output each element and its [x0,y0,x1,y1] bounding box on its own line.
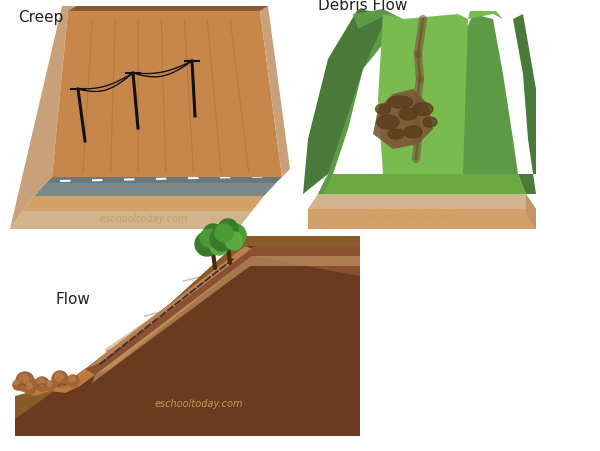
Circle shape [24,382,36,394]
Polygon shape [15,246,360,419]
Polygon shape [453,15,518,175]
Polygon shape [105,246,260,356]
Circle shape [210,238,228,255]
Circle shape [55,373,63,381]
Circle shape [38,379,44,386]
Polygon shape [52,12,282,178]
Polygon shape [92,257,360,383]
Polygon shape [15,419,360,436]
Text: Creep: Creep [18,10,64,25]
Polygon shape [22,197,264,212]
Circle shape [200,230,218,248]
Circle shape [67,375,79,387]
Polygon shape [468,12,503,20]
Circle shape [203,225,223,244]
Polygon shape [10,212,252,230]
Polygon shape [353,10,403,30]
Polygon shape [46,178,282,184]
Circle shape [16,372,34,390]
Ellipse shape [413,103,433,116]
Polygon shape [318,175,526,194]
Ellipse shape [388,97,413,109]
Ellipse shape [399,109,417,121]
Circle shape [218,220,238,239]
Circle shape [224,225,246,246]
Circle shape [20,375,29,384]
Ellipse shape [376,105,391,115]
Ellipse shape [388,130,404,140]
Polygon shape [373,90,433,150]
Polygon shape [526,194,536,230]
Circle shape [47,382,52,387]
Text: eschooltoday.com: eschooltoday.com [100,213,188,224]
Circle shape [210,227,234,252]
Polygon shape [303,10,388,194]
Circle shape [26,383,32,389]
Circle shape [69,376,75,382]
Polygon shape [260,7,290,178]
Circle shape [13,380,23,390]
Circle shape [14,381,20,386]
Polygon shape [513,15,536,194]
Polygon shape [34,184,276,197]
Polygon shape [10,7,76,230]
Polygon shape [85,246,258,376]
Ellipse shape [377,116,399,130]
Circle shape [45,381,55,391]
Text: eschooltoday.com: eschooltoday.com [368,212,457,221]
Polygon shape [12,369,95,396]
Circle shape [215,225,233,243]
Circle shape [52,371,68,387]
Polygon shape [68,7,268,12]
Circle shape [195,232,219,257]
Text: eschooltoday.com: eschooltoday.com [155,398,244,408]
Ellipse shape [404,127,422,139]
Ellipse shape [423,118,437,128]
Polygon shape [308,194,536,210]
Polygon shape [90,236,360,376]
Circle shape [209,230,231,252]
Polygon shape [378,15,468,175]
Polygon shape [318,15,403,194]
Circle shape [225,232,243,250]
Polygon shape [15,236,360,419]
Polygon shape [85,246,360,375]
Text: Debris Flow: Debris Flow [318,0,407,13]
Text: Flow: Flow [55,291,90,306]
Polygon shape [90,236,360,376]
Circle shape [35,377,49,391]
Polygon shape [308,210,536,230]
